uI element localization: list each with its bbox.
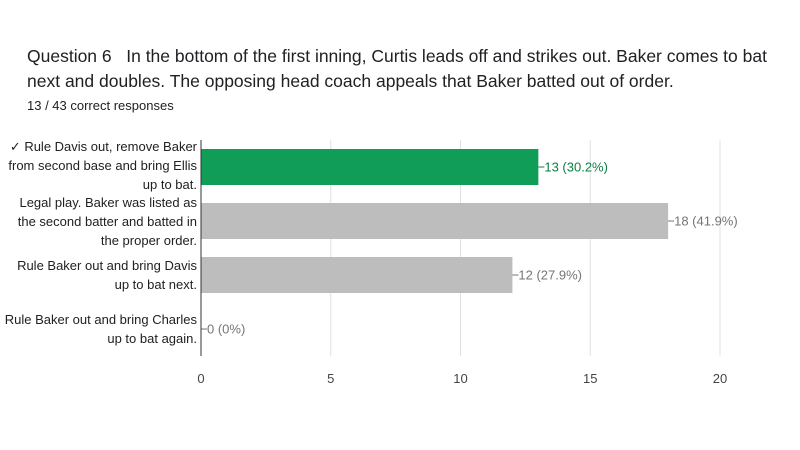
x-tick-label: 20 [713, 371, 727, 386]
x-tick-label: 10 [453, 371, 467, 386]
category-label: Legal play. Baker was listed as the secon… [0, 193, 197, 250]
question-text: Question 6 In the bottom of the first in… [27, 44, 787, 94]
question-number: Question 6 [27, 46, 112, 66]
x-tick-label: 15 [583, 371, 597, 386]
category-label-line: up to bat next. [114, 277, 197, 292]
category-label-line: Legal play. Baker was listed as [19, 194, 197, 210]
category-label-line: the proper order. [100, 232, 197, 248]
bar [201, 149, 539, 185]
bar [201, 257, 513, 293]
category-label-line: ✓ Rule Davis out, remove Baker [9, 138, 197, 154]
value-label: 18 (41.9%) [674, 214, 738, 229]
value-label: 0 (0%) [207, 322, 245, 337]
category-label-line: the second batter and batted in [17, 213, 197, 229]
category-label: Rule Baker out and bring Charles up to ba… [0, 310, 197, 348]
value-label: 12 (27.9%) [518, 268, 582, 283]
category-label-line: Rule Baker out and bring Davis [17, 258, 197, 273]
category-label-line: Rule Baker out and bring Charles [4, 312, 197, 327]
question-body: In the bottom of the first inning, Curti… [27, 46, 767, 91]
category-label: ✓ Rule Davis out, remove Baker from secon… [0, 137, 197, 194]
category-label-line: from second base and bring Ellis [8, 157, 197, 173]
category-label: Rule Baker out and bring Davis up to bat … [0, 256, 197, 294]
category-label-line: up to bat. [142, 176, 197, 192]
bar [201, 203, 669, 239]
x-tick-label: 0 [197, 371, 204, 386]
category-label-line: up to bat again. [107, 331, 197, 346]
x-tick-label: 5 [327, 371, 334, 386]
correct-responses-count: 13 / 43 correct responses [27, 98, 174, 113]
value-label: 13 (30.2%) [544, 160, 608, 175]
